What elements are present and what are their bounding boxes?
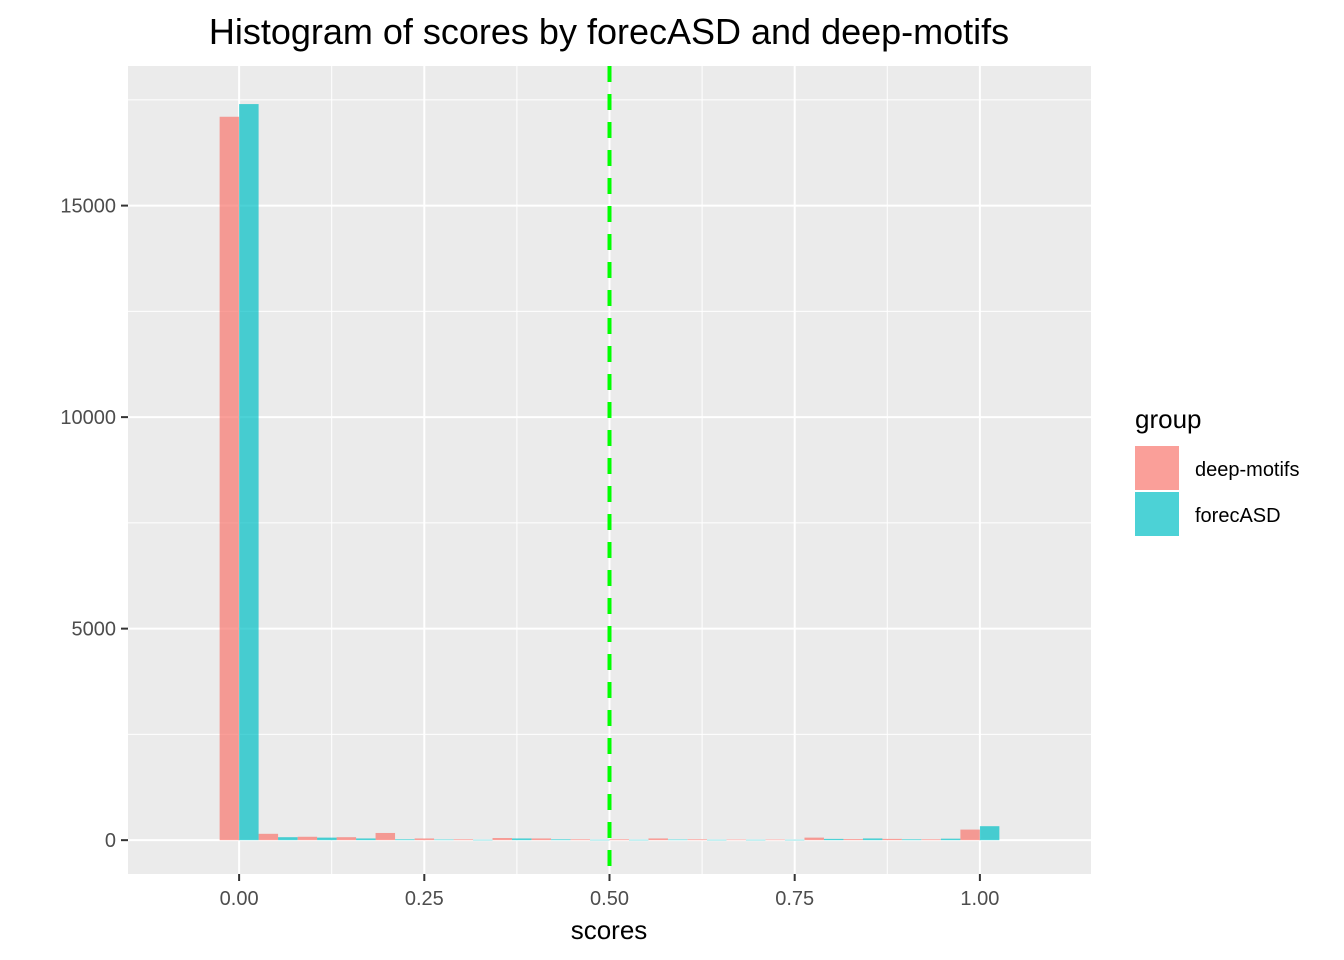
bar-forecASD: [628, 839, 649, 841]
bar-deep-motifs: [375, 832, 396, 841]
bar-forecASD: [901, 839, 922, 841]
bar-deep-motifs: [843, 839, 863, 841]
bar-deep-motifs: [297, 836, 318, 841]
legend-label-forecASD: forecASD: [1195, 505, 1281, 527]
bar-deep-motifs: [921, 839, 941, 841]
x-tick-label: 0.25: [405, 888, 444, 910]
bar-forecASD: [317, 837, 337, 841]
legend: group deep-motifs forecASD: [1135, 404, 1300, 536]
bars: [219, 104, 1000, 841]
y-tick-label: 15000: [60, 196, 116, 218]
x-tick-label: 0.50: [590, 888, 629, 910]
bar-forecASD: [551, 839, 571, 841]
bar-forecASD: [784, 839, 805, 841]
bar-forecASD: [395, 839, 415, 841]
chart-title: Histogram of scores by forecASD and deep…: [209, 11, 1009, 52]
x-axis-title: scores: [571, 915, 648, 945]
bar-forecASD: [745, 839, 766, 841]
bar-deep-motifs: [453, 839, 474, 841]
bar-deep-motifs: [258, 833, 279, 841]
bar-forecASD: [590, 839, 610, 841]
bar-deep-motifs: [882, 838, 902, 841]
bar-forecASD: [823, 838, 844, 841]
bar-deep-motifs: [492, 838, 513, 841]
legend-label-deep-motifs: deep-motifs: [1195, 459, 1300, 481]
bar-deep-motifs: [726, 839, 746, 841]
bar-deep-motifs: [765, 839, 785, 841]
y-axis: 0 5000 10000 15000: [60, 196, 128, 852]
bar-deep-motifs: [336, 837, 357, 841]
x-tick-label: 0.00: [220, 888, 259, 910]
x-axis: 0.00 0.25 0.50 0.75 1.00: [220, 874, 999, 910]
bar-forecASD: [706, 839, 727, 841]
bar-deep-motifs: [570, 839, 591, 841]
bar-forecASD: [862, 838, 883, 841]
x-tick-label: 0.75: [775, 888, 814, 910]
bar-deep-motifs: [648, 838, 668, 841]
bar-forecASD: [278, 837, 298, 841]
legend-key-forecASD: [1135, 492, 1179, 536]
bar-deep-motifs: [219, 116, 240, 841]
bar-deep-motifs: [804, 837, 824, 841]
bar-forecASD: [473, 839, 493, 841]
bar-deep-motifs: [687, 839, 707, 841]
bar-deep-motifs: [609, 839, 629, 841]
bar-forecASD: [667, 839, 688, 841]
bar-forecASD: [356, 838, 376, 841]
bar-deep-motifs: [960, 829, 980, 841]
bar-deep-motifs: [414, 838, 435, 841]
y-tick-label: 0: [105, 830, 116, 852]
bar-forecASD: [434, 839, 454, 841]
legend-title: group: [1135, 404, 1202, 434]
x-tick-label: 1.00: [960, 888, 999, 910]
bar-forecASD: [512, 838, 532, 841]
bar-forecASD: [239, 104, 259, 841]
bar-forecASD: [940, 838, 961, 841]
y-tick-label: 10000: [60, 407, 116, 429]
bar-deep-motifs: [531, 838, 552, 841]
bar-forecASD: [979, 826, 1000, 841]
legend-key-deep-motifs: [1135, 446, 1179, 490]
y-tick-label: 5000: [72, 619, 117, 641]
